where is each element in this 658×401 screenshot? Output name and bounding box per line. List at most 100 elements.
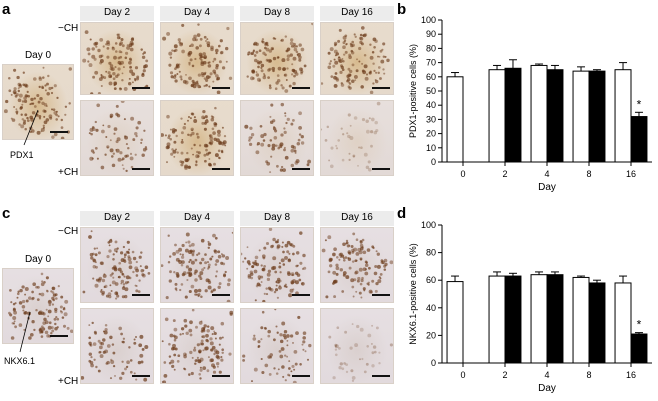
y-tick-label: 30 (426, 114, 436, 124)
y-tick-label: 40 (426, 303, 436, 313)
significance-star: * (637, 97, 642, 111)
micrograph-c-minus-day8 (240, 227, 314, 303)
x-axis-label: Day (538, 182, 556, 193)
y-axis-label: NKX6.1-positive cells (%) (408, 243, 418, 345)
micrograph-c-day0 (2, 268, 74, 344)
y-tick-label: 40 (426, 100, 436, 110)
bar (630, 116, 648, 163)
scale-bar (292, 87, 310, 89)
day-label-c-8: Day 8 (240, 211, 314, 226)
y-tick-label: 50 (426, 86, 436, 96)
scale-bar (292, 168, 310, 170)
significance-star: * (637, 318, 642, 332)
micrograph-a-plus-day8 (240, 100, 314, 176)
stained-nuclei (3, 66, 73, 139)
y-tick-label: 90 (426, 29, 436, 39)
scale-bar (372, 87, 390, 89)
x-tick-label: 2 (502, 370, 507, 380)
scale-bar (212, 375, 230, 377)
day0-label-a: Day 0 (24, 50, 52, 61)
day-label-a-16: Day 16 (320, 6, 394, 21)
day-label-c-4: Day 4 (160, 211, 234, 226)
micrograph-c-minus-day16 (320, 227, 394, 303)
micrograph-c-plus-day8 (240, 308, 314, 384)
micrograph-c-minus-day4 (160, 227, 234, 303)
scale-bar (372, 168, 390, 170)
x-tick-label: 8 (586, 169, 591, 179)
micrograph-a-plus-day4 (160, 100, 234, 176)
stained-nuclei (161, 106, 227, 170)
bar (614, 69, 632, 163)
bar (446, 76, 464, 163)
stained-nuclei (8, 272, 73, 340)
stained-nuclei (246, 23, 313, 93)
scale-bar (372, 294, 390, 296)
bar (588, 70, 606, 163)
scale-bar (132, 294, 150, 296)
panel-letter-b: b (397, 1, 407, 18)
stained-nuclei (161, 231, 233, 302)
stained-nuclei (241, 228, 307, 302)
micrograph-c-plus-day16 (320, 308, 394, 384)
micrograph-a-minus-day4 (160, 22, 234, 95)
minus-ch-label-a: −CH (58, 23, 79, 34)
bar (488, 275, 506, 364)
scale-bar (50, 131, 68, 133)
panel-letter-d: d (397, 205, 407, 222)
y-tick-label: 70 (426, 58, 436, 68)
micrograph-c-plus-day2 (80, 308, 154, 384)
scale-bar (132, 87, 150, 89)
micrograph-a-day0 (2, 64, 74, 140)
plus-ch-label-c: +CH (58, 376, 79, 387)
stained-nuclei (244, 102, 312, 174)
micrograph-a-minus-day2 (80, 22, 154, 95)
y-tick-label: 0 (431, 358, 436, 368)
y-tick-label: 20 (426, 129, 436, 139)
scale-bar (292, 375, 310, 377)
x-tick-label: 16 (626, 169, 636, 179)
scale-bar (212, 87, 230, 89)
x-tick-label: 4 (544, 370, 549, 380)
panel-letter-c: c (2, 205, 11, 222)
bar (446, 281, 464, 364)
day-label-c-16: Day 16 (320, 211, 394, 226)
y-tick-label: 100 (421, 220, 436, 230)
stained-nuclei (321, 101, 381, 172)
bar (530, 274, 548, 364)
stained-nuclei (82, 30, 149, 94)
scale-bar (50, 335, 68, 337)
stained-nuclei (321, 26, 390, 94)
micrograph-a-minus-day16 (320, 22, 394, 95)
stained-nuclei (81, 321, 149, 382)
scale-bar (212, 294, 230, 296)
x-tick-label: 2 (502, 169, 507, 179)
minus-ch-label-c: −CH (58, 226, 79, 237)
scale-bar (372, 375, 390, 377)
scale-bar (132, 375, 150, 377)
day-label-a-4: Day 4 (160, 6, 234, 21)
scale-bar (212, 168, 230, 170)
y-tick-label: 20 (426, 330, 436, 340)
y-axis-label: PDX1-positive cells (%) (408, 44, 418, 138)
y-tick-label: 60 (426, 72, 436, 82)
x-axis-label: Day (538, 383, 556, 394)
day-label-a-8: Day 8 (240, 6, 314, 21)
bar (614, 282, 632, 364)
stained-nuclei (321, 232, 393, 299)
panel-letter-a: a (2, 1, 11, 18)
micrograph-a-plus-day2 (80, 100, 154, 176)
micrograph-a-plus-day16 (320, 100, 394, 176)
x-tick-label: 0 (460, 370, 465, 380)
x-tick-label: 4 (544, 169, 549, 179)
bar (504, 275, 522, 364)
stained-nuclei (328, 323, 393, 382)
plus-ch-label-a: +CH (58, 167, 79, 178)
marker-label-pdx1: PDX1 (10, 150, 34, 160)
stained-nuclei (242, 309, 312, 383)
scale-bar (132, 168, 150, 170)
day0-label-c: Day 0 (24, 254, 52, 265)
bar (572, 70, 590, 163)
x-tick-label: 0 (460, 169, 465, 179)
bar (588, 282, 606, 364)
bar (546, 69, 564, 163)
